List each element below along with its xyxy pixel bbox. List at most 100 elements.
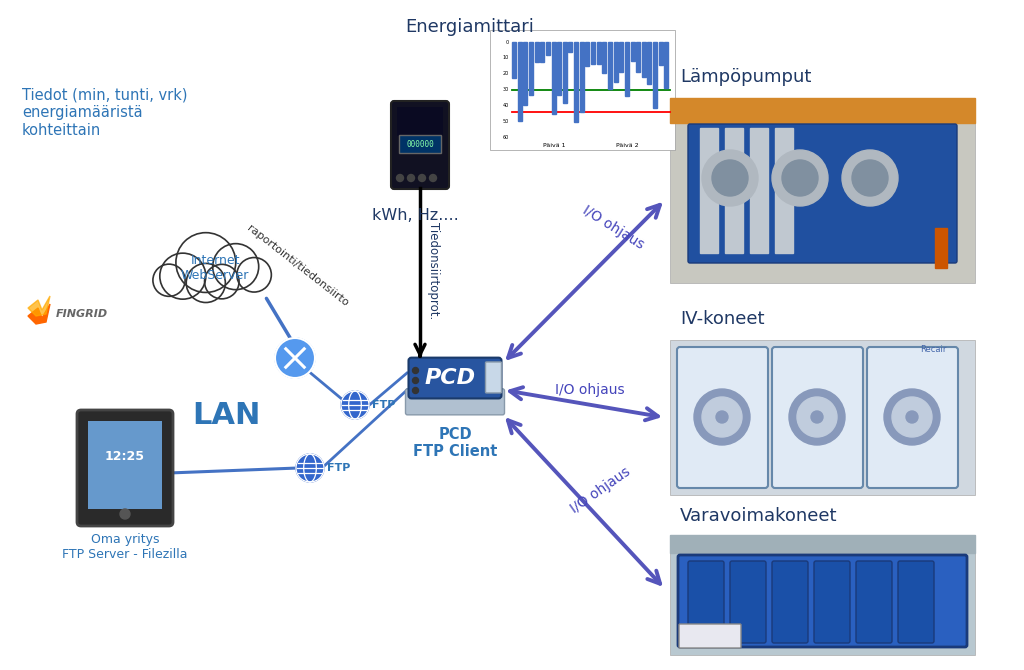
Bar	[670, 535, 975, 553]
Bar	[523, 42, 527, 105]
Bar	[546, 42, 550, 54]
FancyBboxPatch shape	[679, 624, 741, 648]
Text: LAN: LAN	[193, 401, 260, 429]
Bar	[647, 42, 651, 84]
Bar	[631, 42, 635, 60]
Circle shape	[884, 389, 940, 445]
Bar	[518, 42, 521, 121]
Bar	[563, 42, 567, 103]
Circle shape	[413, 368, 419, 373]
Circle shape	[892, 397, 932, 437]
FancyBboxPatch shape	[406, 389, 505, 415]
Circle shape	[341, 391, 369, 419]
Circle shape	[797, 397, 837, 437]
FancyBboxPatch shape	[399, 135, 441, 153]
Circle shape	[429, 174, 436, 182]
Bar	[653, 42, 657, 109]
FancyBboxPatch shape	[485, 362, 502, 393]
Text: 30: 30	[503, 87, 509, 92]
Bar	[574, 42, 579, 122]
FancyBboxPatch shape	[670, 535, 975, 655]
Bar	[580, 42, 584, 112]
Text: Päivä 2: Päivä 2	[616, 143, 639, 148]
Text: 40: 40	[503, 103, 509, 108]
Circle shape	[205, 265, 239, 299]
Polygon shape	[28, 304, 50, 324]
Circle shape	[419, 174, 426, 182]
Circle shape	[413, 387, 419, 393]
Text: Energiamittari: Energiamittari	[406, 18, 534, 36]
Bar	[665, 42, 669, 88]
FancyBboxPatch shape	[856, 561, 892, 643]
FancyBboxPatch shape	[397, 107, 443, 136]
Bar	[725, 128, 743, 253]
Circle shape	[702, 150, 758, 206]
Text: 60: 60	[503, 135, 509, 139]
Circle shape	[153, 264, 185, 296]
FancyBboxPatch shape	[677, 347, 768, 488]
Bar	[568, 42, 572, 52]
Bar	[586, 42, 590, 66]
FancyBboxPatch shape	[490, 30, 675, 150]
Circle shape	[186, 263, 225, 303]
Bar	[642, 42, 646, 78]
Circle shape	[702, 397, 742, 437]
FancyBboxPatch shape	[88, 421, 162, 509]
Text: raportointi/tiedonsiirto: raportointi/tiedonsiirto	[245, 223, 350, 308]
Circle shape	[716, 411, 728, 423]
Circle shape	[811, 411, 823, 423]
FancyBboxPatch shape	[730, 561, 766, 643]
Circle shape	[772, 150, 828, 206]
Bar	[512, 42, 516, 78]
Text: Oma yritys
FTP Server - Filezilla: Oma yritys FTP Server - Filezilla	[62, 533, 187, 561]
FancyBboxPatch shape	[772, 347, 863, 488]
FancyBboxPatch shape	[670, 340, 975, 495]
FancyBboxPatch shape	[409, 358, 502, 399]
Circle shape	[408, 174, 415, 182]
Text: I/O ohjaus: I/O ohjaus	[568, 464, 633, 516]
Bar	[602, 42, 606, 73]
FancyBboxPatch shape	[867, 347, 958, 488]
Text: 0: 0	[506, 40, 509, 44]
Bar	[670, 98, 975, 123]
Bar	[620, 42, 624, 72]
Bar	[608, 42, 612, 89]
Bar	[750, 128, 768, 253]
Circle shape	[160, 253, 206, 299]
Bar	[597, 42, 601, 64]
Text: Tiedonsiirtoprot.: Tiedonsiirtoprot.	[427, 222, 440, 319]
Text: IV-koneet: IV-koneet	[680, 310, 765, 328]
Bar	[591, 42, 595, 64]
Text: 12:25: 12:25	[105, 450, 145, 462]
Bar	[529, 42, 532, 94]
Circle shape	[176, 232, 236, 293]
Text: FTP: FTP	[372, 400, 395, 410]
FancyBboxPatch shape	[898, 561, 934, 643]
Circle shape	[396, 174, 403, 182]
Text: Lämpöpumput: Lämpöpumput	[680, 68, 811, 86]
Text: PCD
FTP Client: PCD FTP Client	[413, 427, 498, 460]
Bar	[658, 42, 663, 65]
Bar	[552, 42, 556, 115]
Circle shape	[842, 150, 898, 206]
Text: kWh, Hz....: kWh, Hz....	[372, 208, 459, 222]
Circle shape	[237, 257, 271, 292]
FancyBboxPatch shape	[772, 561, 808, 643]
Text: I/O ohjaus: I/O ohjaus	[555, 383, 625, 397]
Circle shape	[790, 389, 845, 445]
Text: 20: 20	[503, 71, 509, 76]
Polygon shape	[28, 296, 50, 316]
FancyBboxPatch shape	[391, 101, 449, 189]
Bar	[625, 42, 629, 96]
Bar	[935, 228, 947, 268]
Bar	[700, 128, 718, 253]
Text: Varavoimakoneet: Varavoimakoneet	[680, 507, 838, 525]
Text: FTP: FTP	[327, 463, 350, 473]
Circle shape	[413, 377, 419, 383]
Bar	[775, 128, 793, 253]
Bar	[541, 42, 545, 62]
Circle shape	[694, 389, 750, 445]
Text: Päivä 1: Päivä 1	[544, 143, 566, 148]
FancyBboxPatch shape	[688, 561, 724, 643]
Text: Recair: Recair	[920, 345, 946, 354]
